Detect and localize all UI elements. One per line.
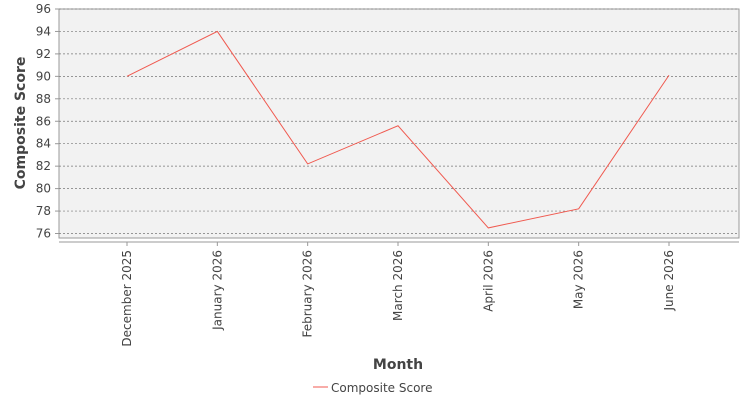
- y-tick-label: 86: [36, 114, 51, 128]
- y-tick-label: 80: [36, 182, 51, 196]
- data-line: [126, 30, 670, 229]
- y-tick-label: 90: [36, 69, 51, 83]
- x-tick-label: March 2026: [391, 250, 405, 321]
- plot-area: [58, 8, 740, 239]
- y-tick-label: 76: [36, 227, 51, 241]
- y-tick-label: 96: [36, 2, 51, 16]
- x-axis-label: Month: [373, 357, 423, 373]
- x-tick-label: June 2026: [662, 250, 676, 312]
- x-tick-label: April 2026: [481, 250, 495, 312]
- y-tick-label: 82: [36, 159, 51, 173]
- y-tick-label: 92: [36, 47, 51, 61]
- y-tick-label: 84: [36, 137, 51, 151]
- y-tick-label: 78: [36, 204, 51, 218]
- x-tick-label: February 2026: [301, 250, 315, 338]
- y-tick-label: 88: [36, 92, 51, 106]
- y-tick-label: 94: [36, 24, 51, 38]
- x-tick-label: May 2026: [572, 250, 586, 309]
- legend-label: Composite Score: [331, 381, 432, 395]
- x-tick-label: December 2025: [120, 250, 134, 347]
- x-tick-label: January 2026: [210, 250, 224, 331]
- y-axis-label: Composite Score: [13, 57, 29, 190]
